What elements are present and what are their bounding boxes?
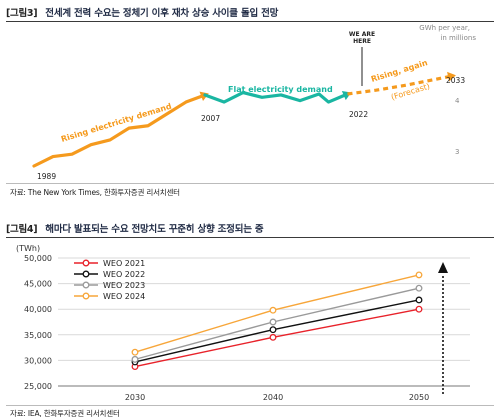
figure-3-source: 자료: The New York Times, 한화투자증권 리서치센터 — [10, 188, 180, 197]
series-line-weo-2023 — [134, 287, 420, 361]
legend-marker — [82, 281, 90, 289]
legend: WEO 2021 WEO 2022 WEO 2023 WEO 2024 — [74, 259, 145, 301]
x-tick-label: 2050 — [409, 393, 429, 402]
legend-label: WEO 2022 — [103, 270, 145, 279]
data-point — [269, 318, 277, 326]
figure-4-top-rule — [6, 237, 494, 238]
demand-lines — [32, 71, 456, 168]
figure-3-tag: [그림3] — [6, 8, 38, 19]
series-line-weo-2021 — [134, 308, 420, 368]
legend-label: WEO 2024 — [103, 292, 145, 301]
forecast-demand-arrow-icon — [447, 71, 456, 82]
data-point — [269, 306, 277, 314]
year-label-2033: 2033 — [446, 76, 465, 85]
year-label-1989: 1989 — [37, 172, 56, 181]
weo-forecast-chart: (TWh) 50,000 45,000 40,000 35,000 30,000 25,0… — [16, 244, 470, 402]
year-label-2022: 2022 — [349, 110, 368, 119]
data-point — [131, 348, 139, 356]
figure-4-tag: [그림4] — [6, 224, 38, 235]
x-tick-label: 2030 — [125, 393, 145, 402]
figure-3-title: 전세계 전력 수요는 정체기 이후 재차 상승 사이클 돌입 전망 — [45, 8, 279, 19]
figure-4-title: 해마다 발표되는 수요 전망치도 꾸준히 상향 조정되는 중 — [45, 224, 264, 235]
y-tick-label: 45,000 — [24, 280, 52, 289]
year-label-2007: 2007 — [201, 114, 220, 123]
unit-label-line1: GWh per year, — [419, 24, 470, 32]
y-axis-ticks: 50,000 45,000 40,000 35,000 30,000 25,000 — [24, 254, 52, 391]
y-tick-4: 4 — [455, 97, 460, 105]
forecast-demand-line — [347, 74, 453, 96]
series-line-weo-2024 — [134, 274, 420, 353]
x-axis-ticks: 2030 2040 2050 — [125, 393, 429, 402]
data-point — [415, 271, 423, 279]
y-tick-label: 50,000 — [24, 254, 52, 263]
figure-3: [그림3] 전세계 전력 수요는 정체기 이후 재차 상승 사이클 돌입 전망 … — [0, 0, 500, 200]
figure-4-bottom-rule — [6, 405, 494, 406]
figure-3-bottom-rule — [6, 183, 494, 184]
electricity-demand-chart: GWh per year, in millions 4 3 Rising ele… — [32, 24, 476, 181]
y-axis-unit: (TWh) — [16, 244, 40, 253]
figure-3-header: [그림3] 전세계 전력 수요는 정체기 이후 재차 상승 사이클 돌입 전망 — [6, 4, 494, 20]
y-tick-label: 40,000 — [24, 305, 52, 314]
we-are-here-line1: WE ARE — [349, 31, 375, 38]
data-point — [131, 355, 139, 363]
y-tick-label: 35,000 — [24, 331, 52, 340]
figure-3-top-rule — [6, 21, 494, 22]
legend-marker — [82, 270, 90, 278]
data-point — [415, 296, 423, 304]
flat-demand-line — [203, 90, 350, 104]
data-point — [415, 284, 423, 292]
unit-label-line2: in millions — [440, 34, 476, 42]
legend-label: WEO 2023 — [103, 281, 145, 290]
flat-demand-annotation: Flat electricity demand — [228, 85, 333, 94]
x-tick-label: 2040 — [263, 393, 283, 402]
figure-4-source: 자료: IEA, 한화투자증권 리서치센터 — [10, 409, 120, 418]
series-lines — [131, 271, 423, 370]
figure-4: [그림4] 해마다 발표되는 수요 전망치도 꾸준히 상향 조정되는 중 (TW… — [0, 216, 500, 420]
grid — [58, 257, 470, 387]
arrow-head-icon — [438, 262, 448, 273]
legend-marker — [82, 259, 90, 267]
rising-demand-line — [32, 93, 207, 168]
data-point — [269, 326, 277, 334]
legend-label: WEO 2021 — [103, 259, 145, 268]
data-point — [415, 305, 423, 313]
y-tick-label: 25,000 — [24, 382, 52, 391]
rising-again-annotation: Rising, again — [370, 58, 429, 84]
y-tick-label: 30,000 — [24, 356, 52, 365]
figure-4-header: [그림4] 해마다 발표되는 수요 전망치도 꾸준히 상향 조정되는 중 — [6, 220, 494, 236]
y-tick-3: 3 — [455, 148, 459, 156]
data-point — [269, 333, 277, 341]
we-are-here-line2: HERE — [353, 38, 371, 45]
legend-marker — [82, 292, 90, 300]
